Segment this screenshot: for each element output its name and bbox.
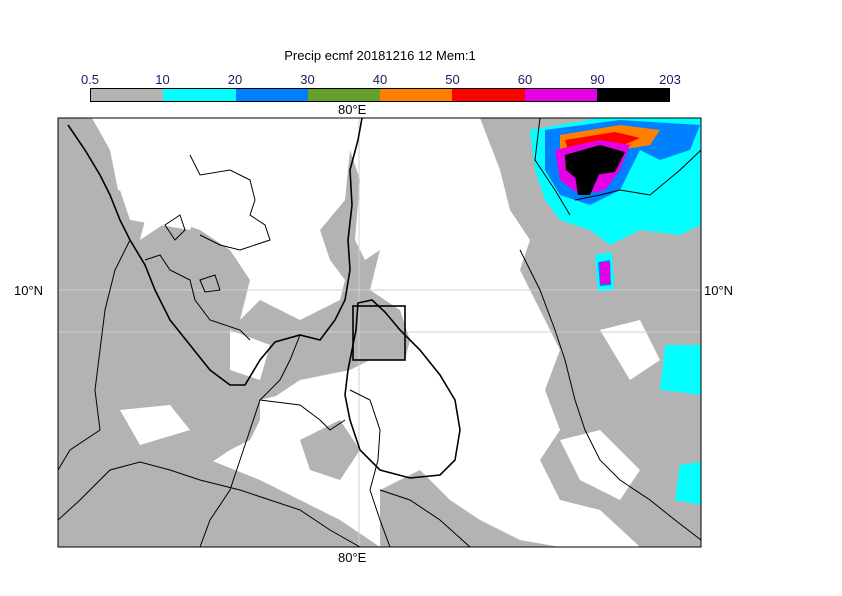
precip-90-203-area <box>565 145 625 195</box>
colorbar-cell <box>235 89 308 101</box>
grid <box>58 118 701 547</box>
colorbar-cell <box>596 89 669 101</box>
map-title: Precip ecmf 20181216 12 Mem:1 <box>284 48 476 63</box>
coastline <box>67 118 461 479</box>
colorbar-cell <box>380 89 453 101</box>
borders <box>58 118 701 547</box>
lat-label-right: 10°N <box>704 283 734 298</box>
colorbar <box>90 88 670 102</box>
lat-label-left: 10°N <box>14 283 44 298</box>
colorbar-label: 20 <box>227 72 243 87</box>
map-frame <box>57 117 702 548</box>
colorbar-label: 40 <box>372 72 388 87</box>
colorbar-cell <box>91 89 164 101</box>
focus-box <box>352 305 406 361</box>
colorbar-label: 60 <box>517 72 533 87</box>
colorbar-cell <box>452 89 525 101</box>
colorbar-cell <box>163 89 236 101</box>
colorbar-cell <box>307 89 380 101</box>
colorbar-label: 0.5 <box>80 72 100 87</box>
lon-label-bottom: 80°E <box>338 550 367 565</box>
colorbar-cell <box>524 89 597 101</box>
precip-gap <box>120 175 660 500</box>
colorbar-label: 50 <box>445 72 460 87</box>
colorbar-label: 30 <box>300 72 315 87</box>
colorbar-label: 203 <box>659 72 681 87</box>
lon-label-top: 80°E <box>338 102 367 117</box>
colorbar-label: 10 <box>155 72 170 87</box>
colorbar-label: 90 <box>590 72 605 87</box>
